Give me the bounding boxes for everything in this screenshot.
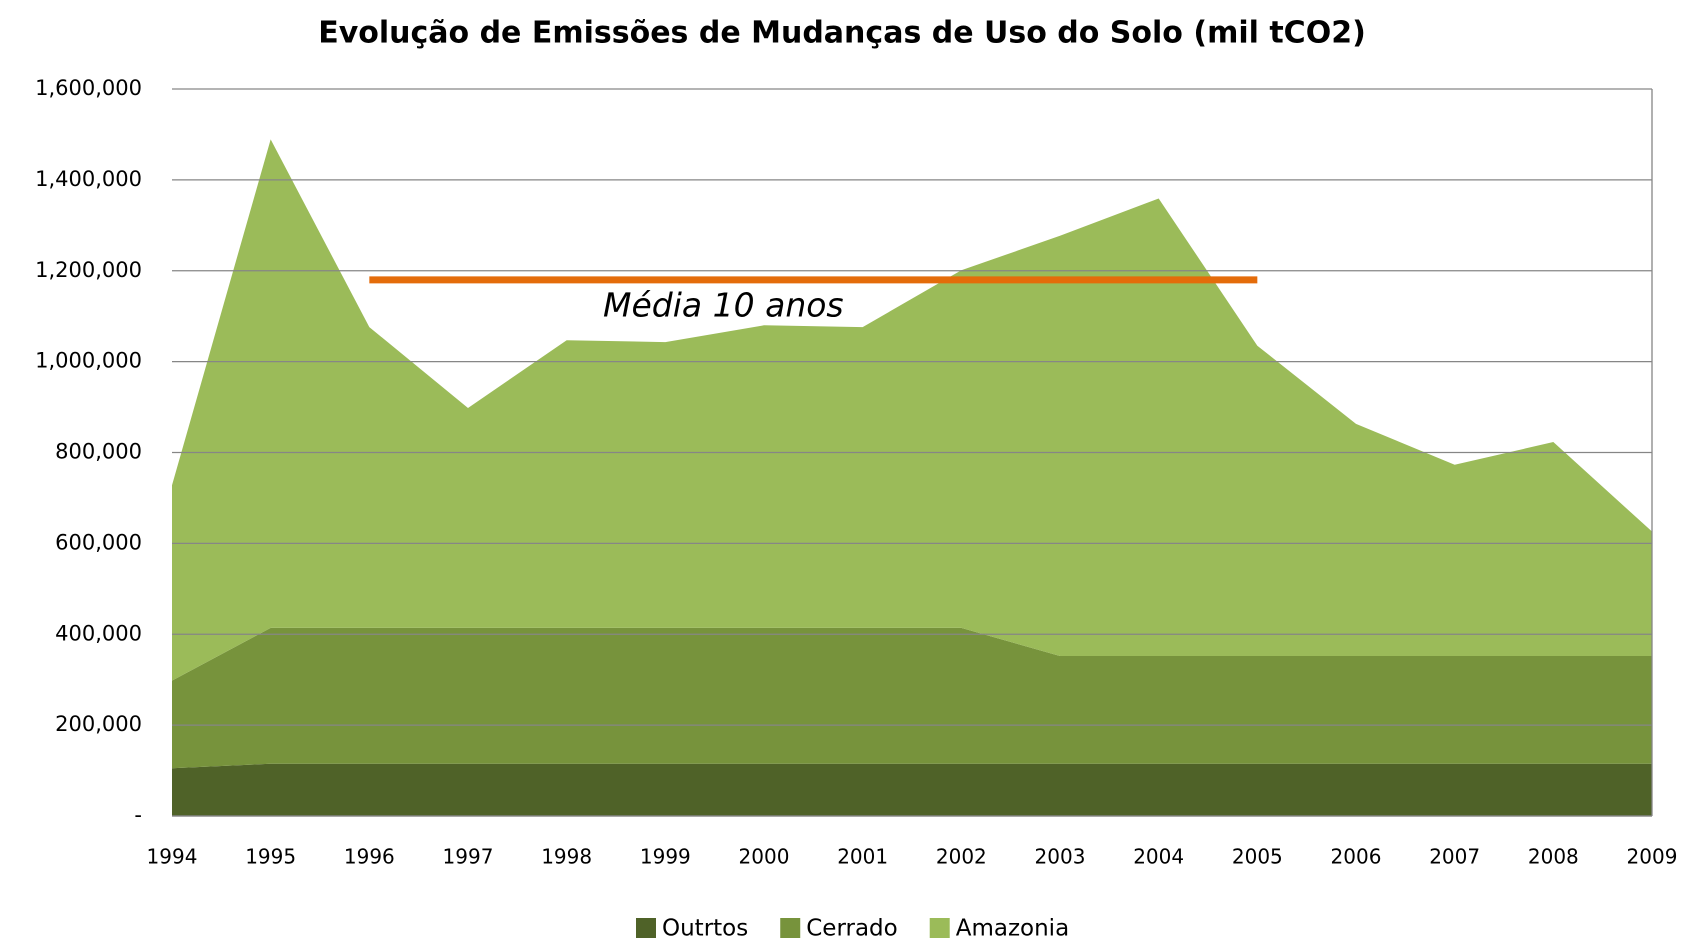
x-tick-label: 2000 — [739, 845, 790, 869]
x-tick-label: 2008 — [1528, 845, 1579, 869]
area — [172, 139, 1652, 681]
x-tick-label: 1996 — [344, 845, 395, 869]
area — [172, 763, 1652, 816]
x-tick-label: 2004 — [1133, 845, 1184, 869]
chart-title: Evolução de Emissões de Mudanças de Uso … — [318, 16, 1366, 51]
x-tick-label: 2007 — [1429, 845, 1480, 869]
legend-label: Amazonia — [956, 916, 1069, 942]
y-tick-label: 400,000 — [55, 621, 142, 645]
y-tick-label: 1,000,000 — [35, 349, 142, 373]
average-label: Média 10 anos — [603, 285, 844, 324]
y-tick-label: 1,200,000 — [35, 258, 142, 282]
x-tick-label: 2005 — [1232, 845, 1283, 869]
x-tick-label: 2001 — [837, 845, 888, 869]
y-tick-label: 600,000 — [55, 530, 142, 554]
y-tick-label: 1,400,000 — [35, 167, 142, 191]
x-tick-label: 1994 — [147, 845, 198, 869]
x-tick-label: 1998 — [541, 845, 592, 869]
y-tick-label: 1,600,000 — [35, 76, 142, 100]
x-tick-label: 2006 — [1331, 845, 1382, 869]
legend-swatch — [780, 918, 801, 938]
x-tick-label: 2002 — [936, 845, 987, 869]
x-tick-label: 2003 — [1035, 845, 1086, 869]
y-tick-label: 800,000 — [55, 440, 142, 464]
y-tick-label: - — [134, 803, 142, 827]
legend-label: Cerrado — [806, 916, 897, 942]
x-tick-label: 1995 — [245, 845, 296, 869]
y-tick-label: 200,000 — [55, 712, 142, 736]
area — [172, 627, 1652, 769]
legend-swatch — [929, 918, 950, 938]
legend-swatch — [636, 918, 656, 938]
x-tick-label: 2009 — [1627, 845, 1678, 869]
legend-label: Outrtos — [662, 916, 748, 942]
x-tick-label: 1999 — [640, 845, 691, 869]
x-tick-label: 1997 — [443, 845, 494, 869]
